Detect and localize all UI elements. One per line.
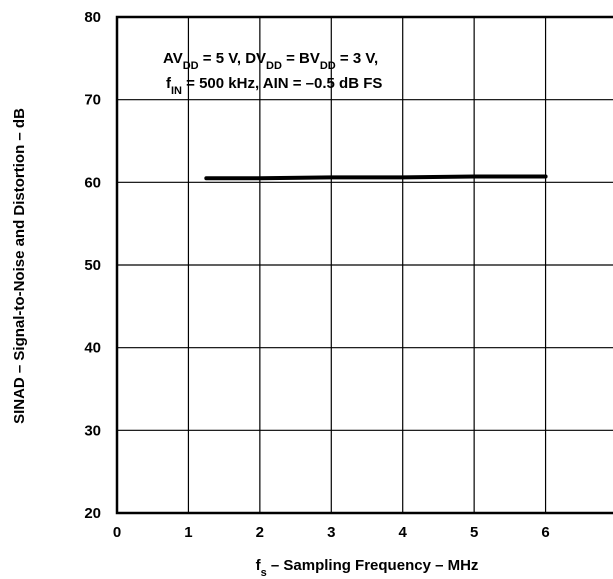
x-tick-label: 0 — [113, 524, 121, 541]
x-tick-label: 6 — [541, 524, 549, 541]
annotation-line-2: fIN = 500 kHz, AIN = –0.5 dB FS — [166, 75, 382, 97]
annotation-line-1: AVDD = 5 V, DVDD = BVDD = 3 V, — [163, 50, 378, 72]
x-axis-title: fs – Sampling Frequency – MHz — [256, 557, 479, 579]
x-tick-labels: 01234567 — [113, 524, 613, 541]
x-tick-label: 4 — [399, 524, 408, 541]
y-axis-title: SINAD – Signal-to-Noise and Distortion –… — [11, 108, 28, 424]
grid-lines — [117, 17, 613, 513]
y-tick-label: 70 — [84, 92, 101, 109]
x-tick-label: 5 — [470, 524, 478, 541]
y-tick-label: 20 — [84, 505, 101, 522]
y-tick-label: 60 — [84, 174, 101, 191]
y-tick-label: 40 — [84, 340, 101, 357]
y-tick-label: 80 — [84, 9, 101, 26]
series-line-sinad — [204, 174, 548, 181]
y-tick-label: 30 — [84, 422, 101, 439]
series-group — [204, 174, 548, 181]
plot-frame — [115, 15, 613, 515]
y-tick-labels: 20 30 40 50 60 70 80 — [84, 9, 101, 522]
y-tick-label: 50 — [84, 257, 101, 274]
x-tick-label: 2 — [256, 524, 264, 541]
x-tick-label: 3 — [327, 524, 335, 541]
x-tick-label: 1 — [184, 524, 192, 541]
